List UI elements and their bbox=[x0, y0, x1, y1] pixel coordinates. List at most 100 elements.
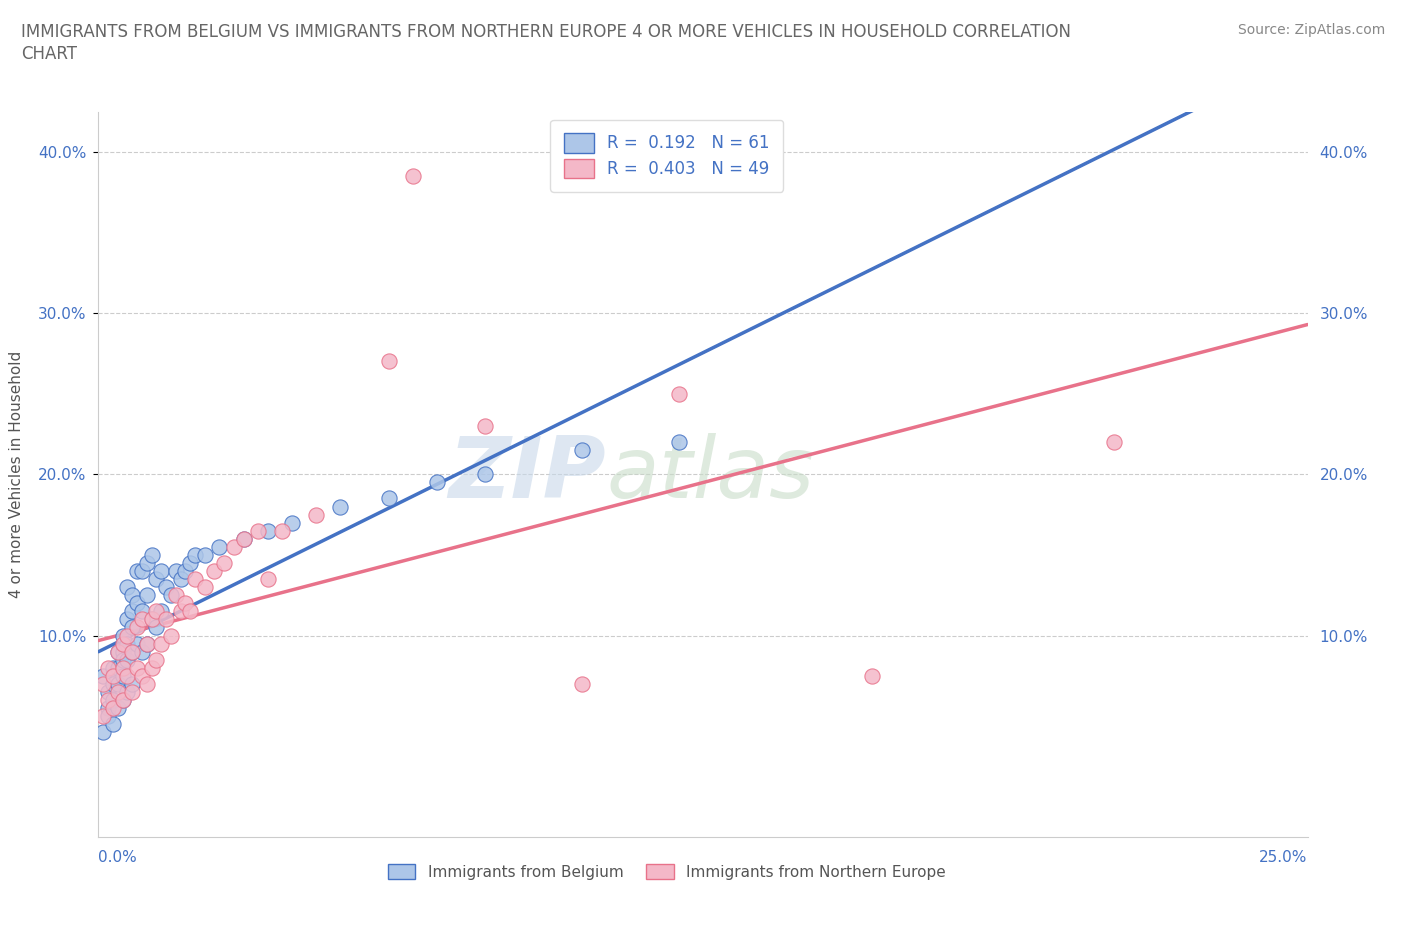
Point bbox=[402, 168, 425, 183]
Point bbox=[281, 515, 304, 530]
Point bbox=[135, 555, 157, 570]
Point bbox=[107, 676, 129, 691]
Point bbox=[194, 548, 217, 563]
Point bbox=[571, 676, 593, 691]
Text: CHART: CHART bbox=[21, 45, 77, 62]
Point bbox=[155, 579, 177, 594]
Point bbox=[97, 693, 120, 708]
Point bbox=[135, 676, 157, 691]
Point bbox=[131, 612, 153, 627]
Point bbox=[121, 588, 143, 603]
Point bbox=[101, 676, 124, 691]
Point bbox=[184, 548, 207, 563]
Point bbox=[97, 684, 120, 699]
Point bbox=[117, 612, 139, 627]
Point bbox=[426, 475, 449, 490]
Text: Source: ZipAtlas.com: Source: ZipAtlas.com bbox=[1237, 23, 1385, 37]
Point bbox=[232, 531, 254, 546]
Point bbox=[145, 572, 167, 587]
Point bbox=[222, 539, 245, 554]
Text: atlas: atlas bbox=[606, 432, 814, 516]
Point bbox=[174, 596, 197, 611]
Point bbox=[247, 524, 270, 538]
Point bbox=[256, 572, 278, 587]
Point bbox=[232, 531, 254, 546]
Point bbox=[377, 491, 399, 506]
Point bbox=[111, 669, 134, 684]
Point bbox=[174, 564, 197, 578]
Point bbox=[101, 717, 124, 732]
Point bbox=[160, 588, 183, 603]
Point bbox=[97, 709, 120, 724]
Point bbox=[121, 676, 143, 691]
Point bbox=[117, 669, 139, 684]
Point bbox=[117, 652, 139, 667]
Point bbox=[141, 612, 163, 627]
Point bbox=[107, 700, 129, 715]
Point bbox=[204, 564, 226, 578]
Point bbox=[127, 620, 149, 635]
Point bbox=[474, 418, 496, 433]
Point bbox=[305, 507, 328, 522]
Point bbox=[474, 467, 496, 482]
Point bbox=[111, 636, 134, 651]
Point bbox=[91, 676, 114, 691]
Text: ZIP: ZIP bbox=[449, 432, 606, 516]
Point bbox=[111, 693, 134, 708]
Point bbox=[127, 636, 149, 651]
Point bbox=[117, 684, 139, 699]
Point bbox=[111, 644, 134, 659]
Legend: Immigrants from Belgium, Immigrants from Northern Europe: Immigrants from Belgium, Immigrants from… bbox=[380, 857, 953, 887]
Point bbox=[121, 620, 143, 635]
Point bbox=[160, 628, 183, 643]
Point bbox=[179, 604, 201, 618]
Point bbox=[91, 709, 114, 724]
Text: IMMIGRANTS FROM BELGIUM VS IMMIGRANTS FROM NORTHERN EUROPE 4 OR MORE VEHICLES IN: IMMIGRANTS FROM BELGIUM VS IMMIGRANTS FR… bbox=[21, 23, 1071, 41]
Point bbox=[97, 700, 120, 715]
Point bbox=[571, 443, 593, 458]
Point bbox=[141, 548, 163, 563]
Point bbox=[101, 693, 124, 708]
Point bbox=[121, 684, 143, 699]
Point bbox=[121, 644, 143, 659]
Point bbox=[101, 660, 124, 675]
Point bbox=[135, 636, 157, 651]
Point bbox=[141, 612, 163, 627]
Point bbox=[150, 564, 173, 578]
Point bbox=[145, 652, 167, 667]
Point bbox=[184, 572, 207, 587]
Point bbox=[169, 572, 191, 587]
Point bbox=[127, 660, 149, 675]
Point bbox=[668, 386, 690, 401]
Point bbox=[107, 660, 129, 675]
Point bbox=[131, 604, 153, 618]
Point bbox=[194, 579, 217, 594]
Point bbox=[107, 684, 129, 699]
Point bbox=[131, 564, 153, 578]
Point bbox=[329, 499, 352, 514]
Point bbox=[135, 636, 157, 651]
Point bbox=[145, 604, 167, 618]
Point bbox=[141, 660, 163, 675]
Point bbox=[117, 628, 139, 643]
Point bbox=[860, 669, 883, 684]
Point bbox=[256, 524, 278, 538]
Point bbox=[179, 555, 201, 570]
Point bbox=[131, 669, 153, 684]
Point bbox=[155, 612, 177, 627]
Point bbox=[165, 588, 187, 603]
Point bbox=[91, 724, 114, 739]
Point bbox=[668, 434, 690, 449]
Point bbox=[169, 604, 191, 618]
Point bbox=[97, 660, 120, 675]
Point bbox=[1102, 434, 1125, 449]
Point bbox=[150, 604, 173, 618]
Point bbox=[111, 693, 134, 708]
Text: 25.0%: 25.0% bbox=[1260, 850, 1308, 865]
Point bbox=[117, 579, 139, 594]
Point bbox=[121, 604, 143, 618]
Point bbox=[107, 644, 129, 659]
Point bbox=[135, 588, 157, 603]
Point bbox=[101, 700, 124, 715]
Point bbox=[377, 354, 399, 369]
